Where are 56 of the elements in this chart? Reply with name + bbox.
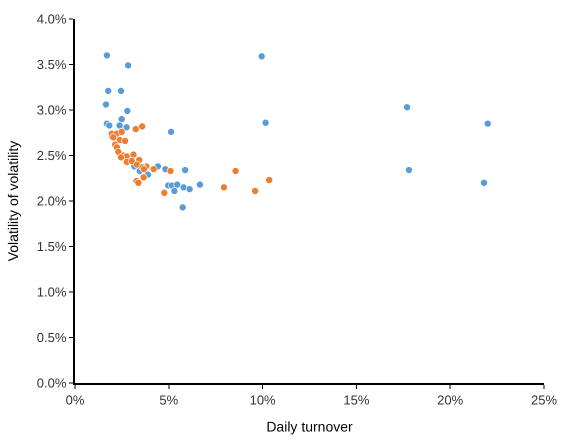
point (170, 187, 178, 195)
point (160, 189, 168, 197)
point (138, 122, 146, 130)
point (118, 115, 126, 123)
point (251, 187, 259, 195)
y-tick-label: 3.5% (36, 57, 67, 72)
point (232, 167, 240, 175)
point (121, 137, 129, 145)
point (124, 107, 132, 115)
y-tick-label: 0.0% (36, 376, 67, 391)
point (102, 100, 110, 108)
point (132, 125, 140, 133)
point (178, 204, 186, 212)
point (220, 184, 228, 192)
point (180, 184, 188, 192)
y-tick-label: 4.0% (36, 12, 67, 27)
x-tick-label: 25% (530, 392, 558, 408)
x-tick-label: 0% (66, 392, 85, 408)
point (103, 52, 111, 60)
y-tick-label: 2.5% (36, 148, 67, 164)
point (166, 167, 174, 175)
point (128, 157, 136, 165)
x-tick-label: 15% (343, 392, 370, 408)
point (130, 150, 138, 158)
y-tick-label: 0.5% (36, 330, 67, 346)
point (196, 180, 204, 188)
point (116, 122, 124, 130)
point (150, 165, 158, 173)
point (405, 166, 413, 174)
point (117, 154, 125, 162)
point (403, 103, 411, 112)
point (117, 87, 125, 95)
x-tick-label: 5% (159, 392, 179, 408)
point (106, 122, 114, 130)
point (262, 118, 270, 127)
y-tick-label: 1.5% (36, 239, 67, 254)
x-axis-title: Daily turnover (266, 418, 354, 434)
y-tick-label: 2.0% (36, 194, 67, 209)
point (104, 87, 112, 95)
point (167, 128, 175, 136)
point (122, 123, 130, 132)
point (265, 176, 273, 184)
y-tick-label: 3.0% (36, 102, 67, 118)
point (124, 62, 132, 70)
y-axis-title: Volatility of volatility (4, 140, 21, 262)
x-tick-label: 10% (250, 392, 276, 408)
point (140, 174, 148, 182)
point (173, 180, 182, 188)
point (118, 128, 126, 136)
point (258, 52, 266, 60)
y-tick-label: 1.0% (36, 284, 67, 300)
point (480, 179, 488, 187)
x-tick-label: 20% (437, 392, 464, 408)
point (484, 120, 492, 128)
point (181, 166, 189, 174)
point (186, 185, 194, 193)
